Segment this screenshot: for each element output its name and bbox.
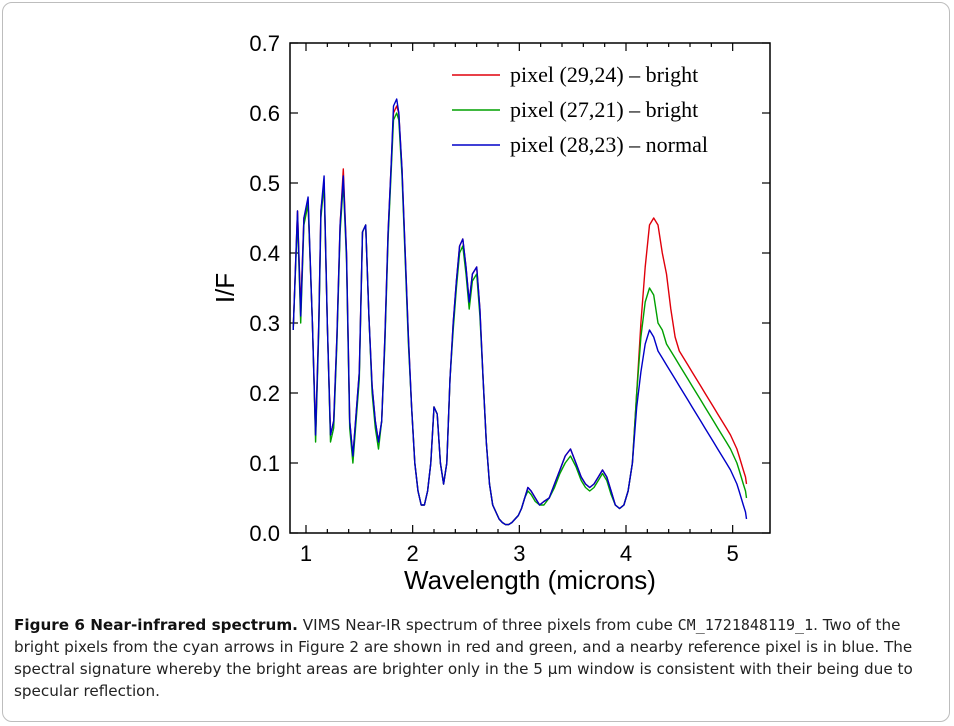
caption-title: Figure 6 Near-infrared spectrum. — [14, 616, 298, 634]
legend-label: pixel (27,21) – bright — [510, 97, 698, 122]
x-tick-label: 2 — [407, 541, 419, 566]
caption-cube-id: CM_1721848119_1 — [677, 616, 814, 634]
x-tick-label: 5 — [727, 541, 739, 566]
figure-caption: Figure 6 Near-infrared spectrum. VIMS Ne… — [14, 614, 944, 702]
y-tick-label: 0.5 — [249, 171, 280, 196]
legend-label: pixel (29,24) – bright — [510, 62, 698, 87]
y-tick-label: 0.6 — [249, 101, 280, 126]
legend: pixel (29,24) – bright pixel (27,21) – br… — [452, 62, 708, 157]
series-lines — [292, 98, 748, 526]
x-tick-label: 4 — [620, 541, 632, 566]
plot-area-frame — [289, 42, 771, 534]
y-tick-label: 0.3 — [249, 311, 280, 336]
y-tick-label: 0.1 — [249, 451, 280, 476]
legend-label: pixel (28,23) – normal — [510, 132, 708, 157]
y-axis: 0.0 0.1 0.2 0.3 0.4 0.5 0.6 0.7 — [249, 31, 770, 546]
x-tick-label: 1 — [300, 541, 312, 566]
x-axis-label: Wavelength (microns) — [404, 565, 656, 595]
x-axis: 1 2 3 4 5 — [300, 43, 739, 566]
y-tick-label: 0.2 — [249, 381, 280, 406]
y-axis-label: I/F — [210, 273, 240, 303]
x-tick-label: 3 — [513, 541, 525, 566]
caption-text-a: VIMS Near-IR spectrum of three pixels fr… — [297, 616, 678, 634]
caption-text-b: . Two of the bright pixels from the cyan… — [14, 616, 913, 700]
spectrum-chart: 0.0 0.1 0.2 0.3 0.4 0.5 0.6 0.7 1 2 3 4 5 I/F Wavel… — [210, 31, 771, 595]
y-tick-label: 0.4 — [249, 241, 280, 266]
y-tick-label: 0.7 — [249, 31, 280, 56]
y-tick-label: 0.0 — [249, 521, 280, 546]
series-line-3 — [292, 98, 748, 526]
